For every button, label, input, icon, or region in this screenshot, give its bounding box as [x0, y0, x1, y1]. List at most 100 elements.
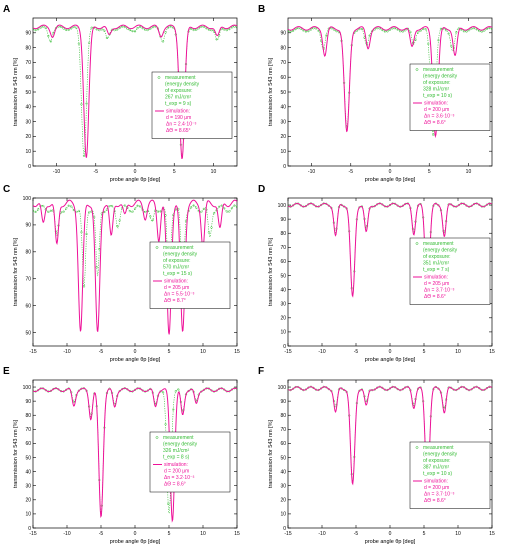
chart-panel-b: B -10 -5 0 5 10 0 10 20 30 40 50 60 70 80 90 probe angle…	[258, 4, 493, 183]
legend-measurement-marker	[415, 68, 419, 71]
measurement-point	[218, 205, 221, 208]
panel-letter: A	[3, 4, 10, 15]
y-tick-label: 100	[23, 196, 32, 202]
measurement-point	[360, 27, 364, 31]
legend-simulation-text: d = 200 μm	[424, 107, 449, 113]
x-tick-label: 0	[134, 531, 137, 537]
x-tick-label: 0	[134, 169, 137, 175]
legend-measurement-text: t_exp = 8 s)	[163, 455, 190, 461]
x-axis-label: probe angle θp [deg]	[110, 177, 161, 183]
measurement-point	[118, 219, 121, 222]
legend-measurement-text: of exposure:	[423, 458, 451, 464]
x-tick-label: -10	[53, 169, 60, 175]
measurement-point	[33, 209, 35, 212]
x-tick-label: -5	[349, 169, 354, 175]
chart-panel-d: D -15 -10 -5 0 5 10 15 0 10 20 30 40 50 60 70 80 90 100 pro…	[258, 184, 495, 363]
legend-measurement-text: 570 mJ/cm²	[163, 265, 189, 271]
y-tick-label: 80	[280, 231, 286, 237]
measurement-point	[167, 26, 170, 29]
measurement-point	[36, 389, 40, 392]
measurement-point	[485, 203, 488, 206]
measurement-point	[399, 30, 402, 33]
measurement-point	[447, 32, 450, 35]
x-tick-label: -10	[318, 349, 325, 355]
y-tick-label: 70	[25, 277, 31, 283]
measurement-point	[192, 204, 195, 207]
legend-simulation-text: Δn = 5.5·10⁻³	[164, 292, 195, 298]
measurement-point	[75, 26, 78, 29]
y-tick-label: 30	[280, 302, 286, 308]
measurement-point	[192, 28, 195, 32]
legend-measurement-text: (energy density	[163, 442, 198, 448]
x-axis-label: probe angle θp [deg]	[110, 357, 161, 363]
y-tick-label: 0	[283, 526, 286, 532]
measurement-point	[128, 210, 131, 213]
chart-panel-f: F -15 -10 -5 0 5 10 15 0 10 20 30 40 50 60 70 80 90 100 pro…	[258, 366, 495, 545]
legend-measurement-text: measurement	[163, 435, 194, 441]
measurement-point	[108, 205, 111, 208]
measurement-point	[164, 423, 167, 426]
y-tick-label: 80	[25, 45, 31, 51]
legend-simulation-text: simulation:	[424, 479, 448, 485]
measurement-point	[317, 29, 320, 32]
y-axis-label: transmission for 543 nm [%]	[268, 237, 274, 306]
measurement-point	[36, 28, 40, 31]
measurement-point	[85, 102, 88, 105]
legend-measurement-text: t_exp = 7 s)	[423, 267, 450, 273]
legend-measurement-text: 328 mJ/cm²	[423, 87, 449, 93]
measurement-point	[67, 204, 70, 207]
legend-measurement-text: t_exp = 9 s)	[165, 101, 192, 107]
measurement-point	[215, 38, 218, 41]
measurement-point	[87, 41, 91, 44]
x-tick-label: 15	[489, 349, 495, 355]
measurement-point	[49, 209, 52, 212]
measurement-point	[485, 387, 488, 390]
measurement-point	[82, 285, 86, 288]
measurement-point	[230, 388, 233, 391]
measurement-point	[312, 27, 315, 30]
x-tick-label: 10	[466, 169, 472, 175]
measurement-point	[327, 204, 330, 207]
measurement-point	[358, 27, 361, 31]
y-axis-label: transmission for 543 nm [%]	[13, 237, 19, 306]
legend-simulation-text: Δn = 3.2·10⁻³	[164, 475, 195, 481]
legend-measurement-marker	[155, 246, 159, 249]
legend-simulation-text: Δn = 3.6·10⁻³	[424, 114, 455, 120]
x-tick-label: -15	[29, 531, 36, 537]
x-axis-label: probe angle θp [deg]	[110, 539, 161, 545]
measurement-point	[95, 266, 98, 269]
measurement-point	[116, 28, 119, 31]
y-tick-label: 50	[25, 330, 31, 336]
measurement-point	[161, 40, 165, 43]
legend-box	[409, 441, 491, 509]
measurement-point	[401, 30, 404, 33]
series-measurement	[33, 205, 237, 287]
legend-measurement-marker	[415, 242, 419, 245]
measurement-point	[299, 204, 302, 207]
measurement-point	[473, 27, 476, 30]
measurement-point	[314, 27, 318, 30]
y-tick-label: 70	[280, 427, 286, 433]
y-tick-label: 20	[280, 498, 286, 504]
y-tick-label: 50	[280, 90, 286, 96]
legend-measurement-text: measurement	[165, 75, 196, 81]
y-tick-label: 30	[25, 484, 31, 490]
x-tick-label: -10	[318, 531, 325, 537]
measurement-point	[225, 29, 228, 32]
y-tick-label: 40	[280, 287, 286, 293]
measurement-point	[210, 389, 213, 392]
legend-simulation-text: ΔΘ = 8.6°	[424, 294, 446, 300]
legend-box	[149, 431, 231, 493]
legend-simulation-text: ΔΘ = 8.6°	[164, 482, 186, 488]
x-tick-label: 0	[389, 349, 392, 355]
measurement-point	[210, 226, 213, 229]
measurement-point	[82, 154, 86, 157]
measurement-point	[202, 25, 205, 28]
y-tick-label: 50	[25, 90, 31, 96]
measurement-point	[190, 27, 193, 30]
legend-measurement-text: of exposure:	[423, 254, 451, 260]
measurement-point	[220, 204, 223, 207]
y-tick-label: 0	[28, 526, 31, 532]
measurement-point	[439, 27, 443, 30]
chart-panel-a: A -10 -5 0 5 10 0 10 20 30 40 50 60 70 80 90 probe angle…	[3, 4, 238, 183]
